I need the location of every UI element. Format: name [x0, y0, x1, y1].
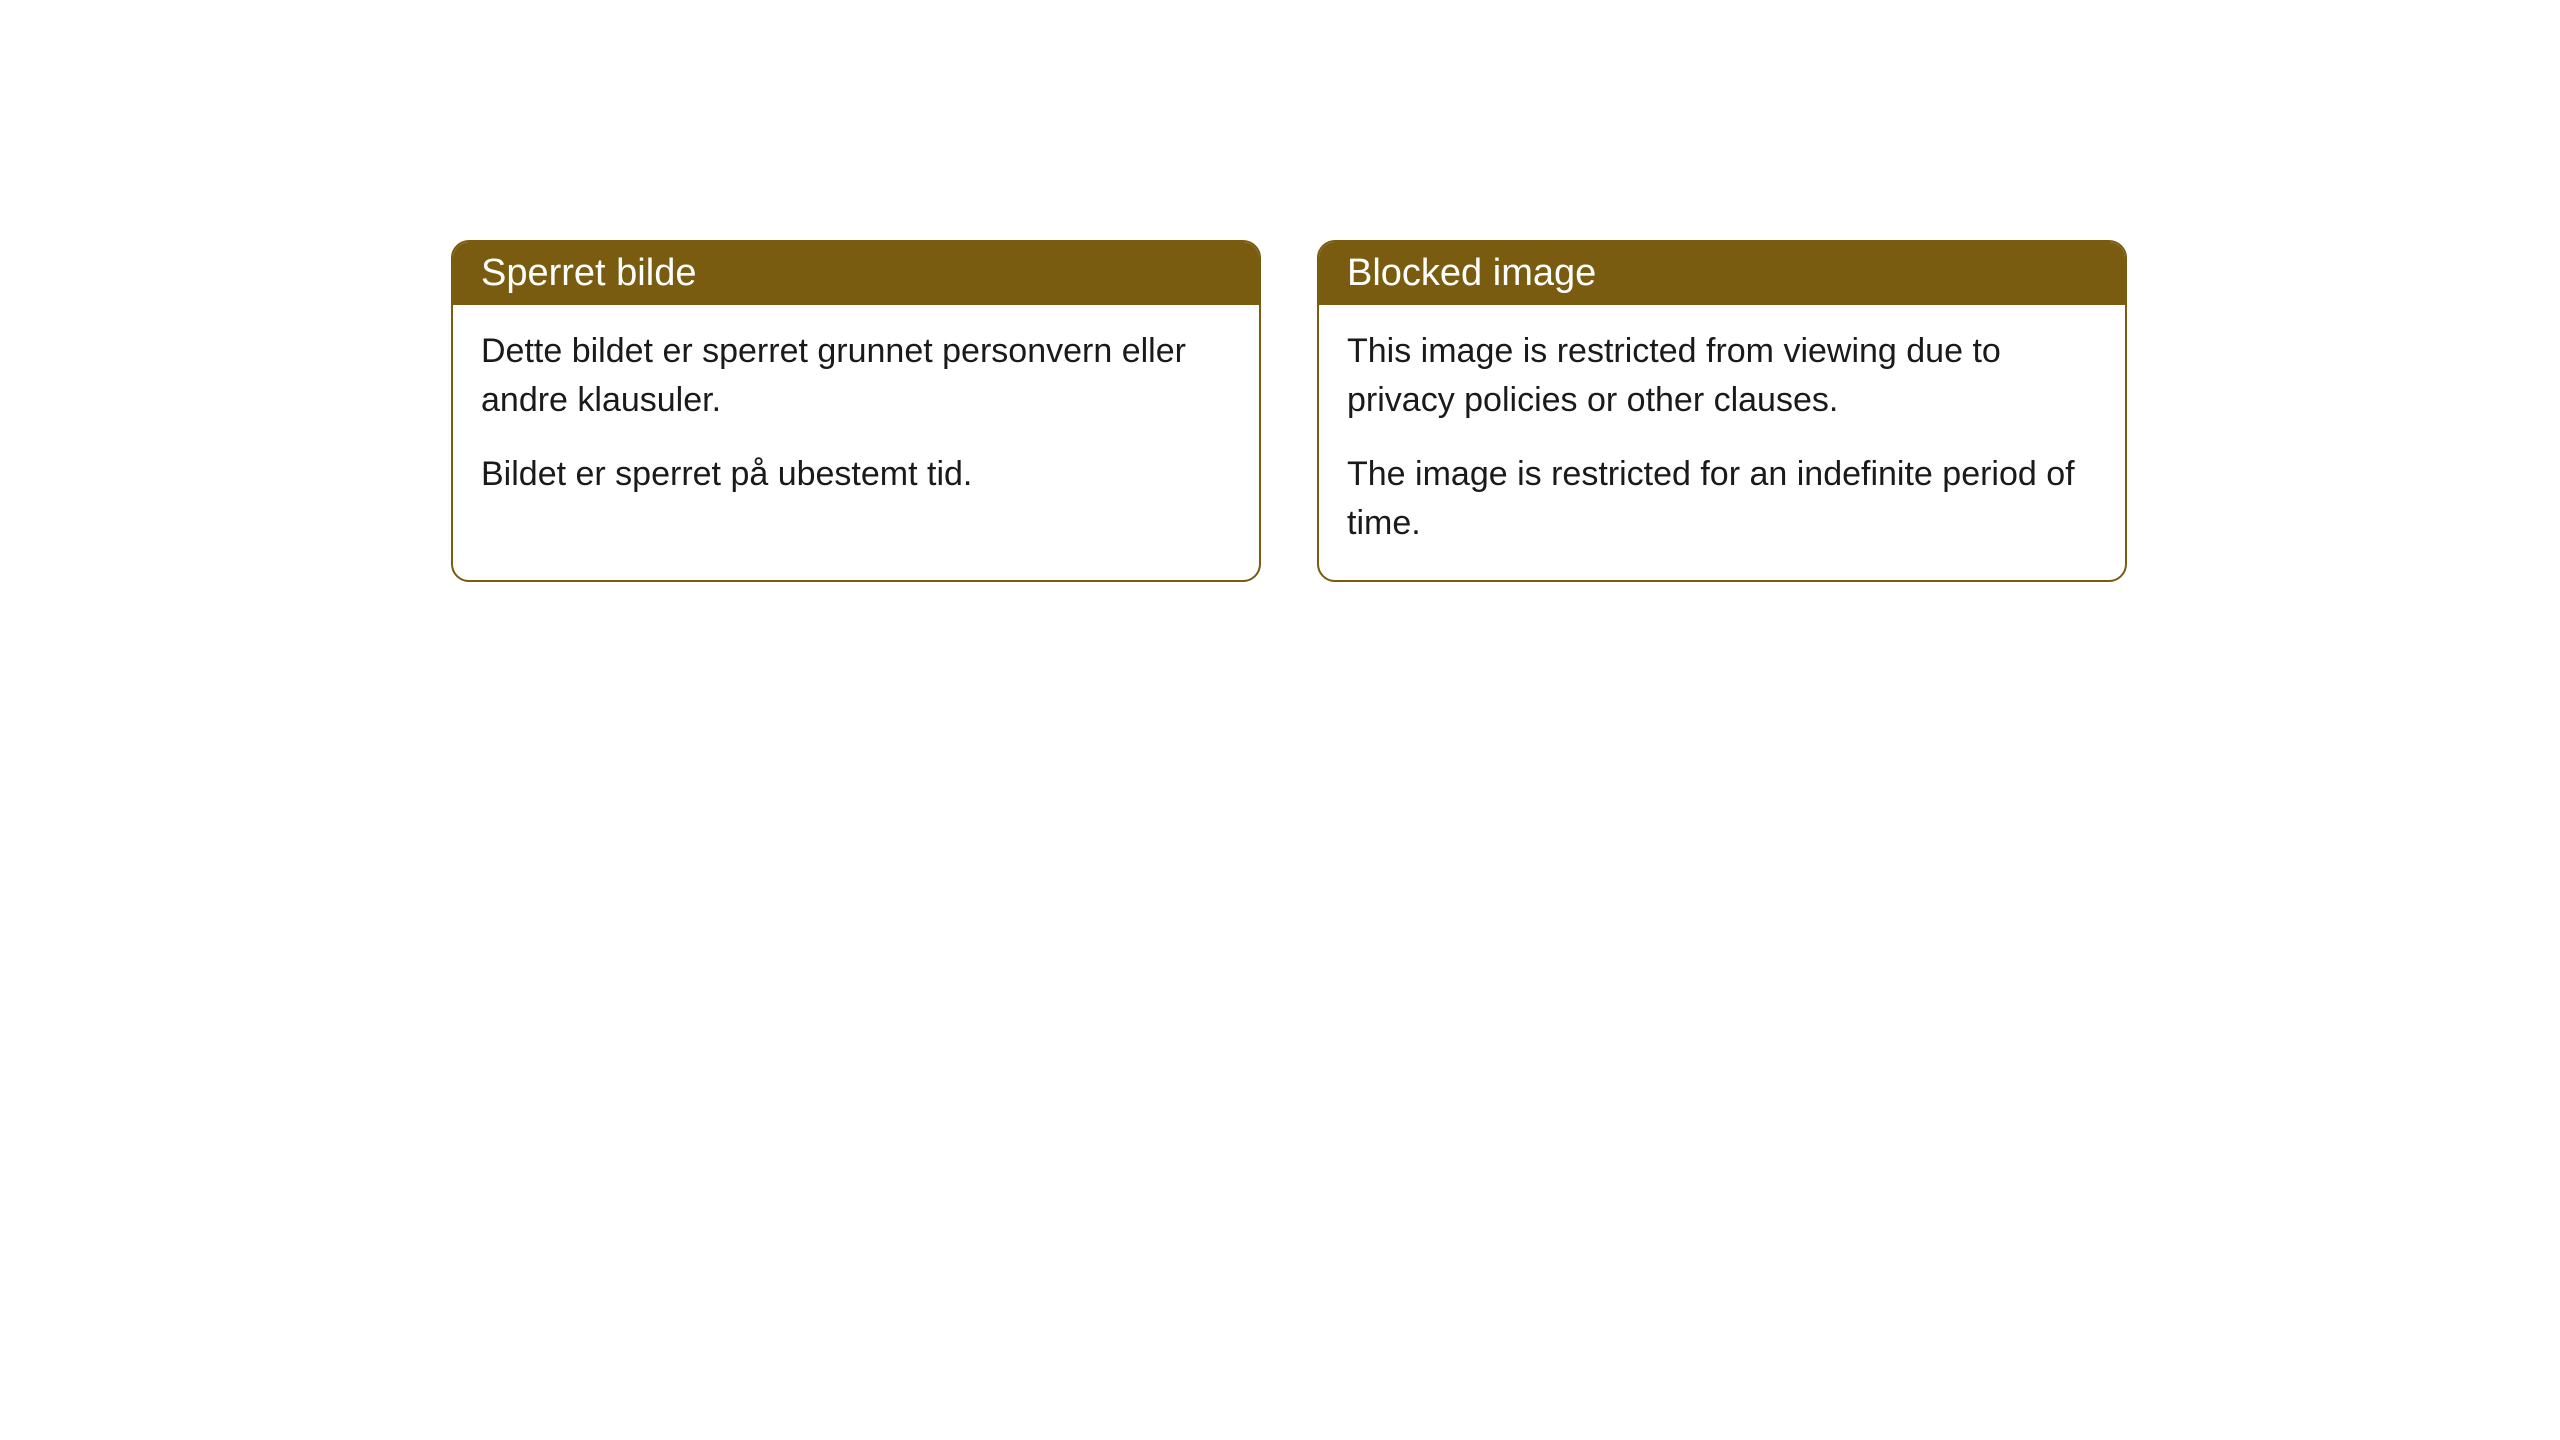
card-paragraph: Bildet er sperret på ubestemt tid.: [481, 450, 1231, 499]
card-body-english: This image is restricted from viewing du…: [1319, 305, 2125, 580]
card-paragraph: This image is restricted from viewing du…: [1347, 327, 2097, 426]
card-paragraph: Dette bildet er sperret grunnet personve…: [481, 327, 1231, 426]
notice-card-english: Blocked image This image is restricted f…: [1317, 240, 2127, 582]
card-body-norwegian: Dette bildet er sperret grunnet personve…: [453, 305, 1259, 531]
card-title: Sperret bilde: [481, 252, 696, 294]
card-title: Blocked image: [1347, 252, 1596, 294]
card-header-english: Blocked image: [1319, 242, 2125, 305]
card-header-norwegian: Sperret bilde: [453, 242, 1259, 305]
notice-card-norwegian: Sperret bilde Dette bildet er sperret gr…: [451, 240, 1261, 582]
card-paragraph: The image is restricted for an indefinit…: [1347, 450, 2097, 549]
notice-cards-container: Sperret bilde Dette bildet er sperret gr…: [451, 240, 2127, 582]
